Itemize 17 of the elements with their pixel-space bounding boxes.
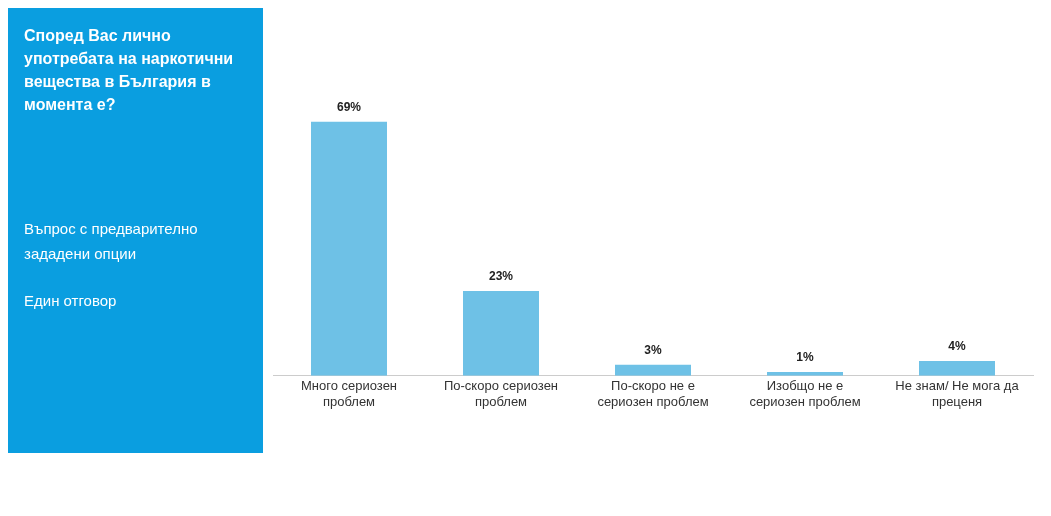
data-label: 4% (948, 339, 966, 354)
bar (615, 364, 691, 376)
x-tick-label: Изобщо не е сериозен проблем (749, 378, 861, 409)
data-label: 69% (336, 100, 362, 114)
text: Един отговор (24, 291, 118, 311)
bar (463, 291, 539, 376)
text: Според Вас лично употребата на наркотични вещества в България в момента е? (24, 26, 235, 115)
x-tick-label: По-скоро сериозен проблем (443, 378, 559, 409)
x-tick-label: Не знам/ Не мога да преценя (895, 378, 1020, 409)
x-tick-label: По-скоро не е сериозен проблем (597, 378, 709, 409)
bar (311, 121, 387, 376)
data-label: 3% (644, 343, 662, 358)
data-label: 1% (796, 350, 814, 365)
text: Въпрос с предварително зададени опции (24, 219, 199, 264)
bar (919, 361, 995, 376)
data-label: 23% (488, 269, 514, 284)
x-tick-label: Много сериозен проблем (300, 378, 398, 409)
